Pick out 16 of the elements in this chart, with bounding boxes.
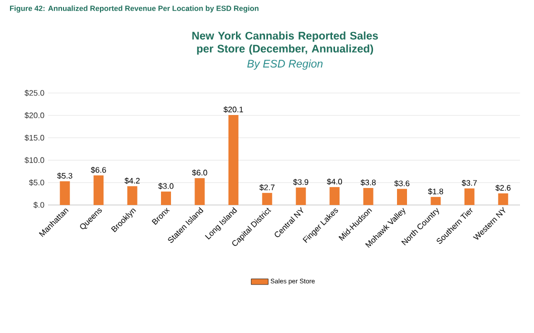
bar: [161, 192, 171, 205]
bar: [60, 181, 70, 205]
bar: [296, 188, 306, 205]
bar: [228, 114, 238, 205]
bar: [498, 193, 508, 205]
bar: [94, 175, 104, 205]
chart-title: New York Cannabis Reported Sales per Store (December, Annualized): [192, 32, 378, 55]
chart-subtitle: By ESD Region: [247, 60, 323, 70]
bar: [330, 187, 340, 205]
bar: [194, 178, 205, 205]
bar: [127, 186, 138, 205]
bar: [363, 188, 374, 205]
bar: [397, 188, 408, 205]
bar: [262, 192, 272, 205]
bar: [430, 196, 441, 205]
bar: [464, 188, 474, 205]
